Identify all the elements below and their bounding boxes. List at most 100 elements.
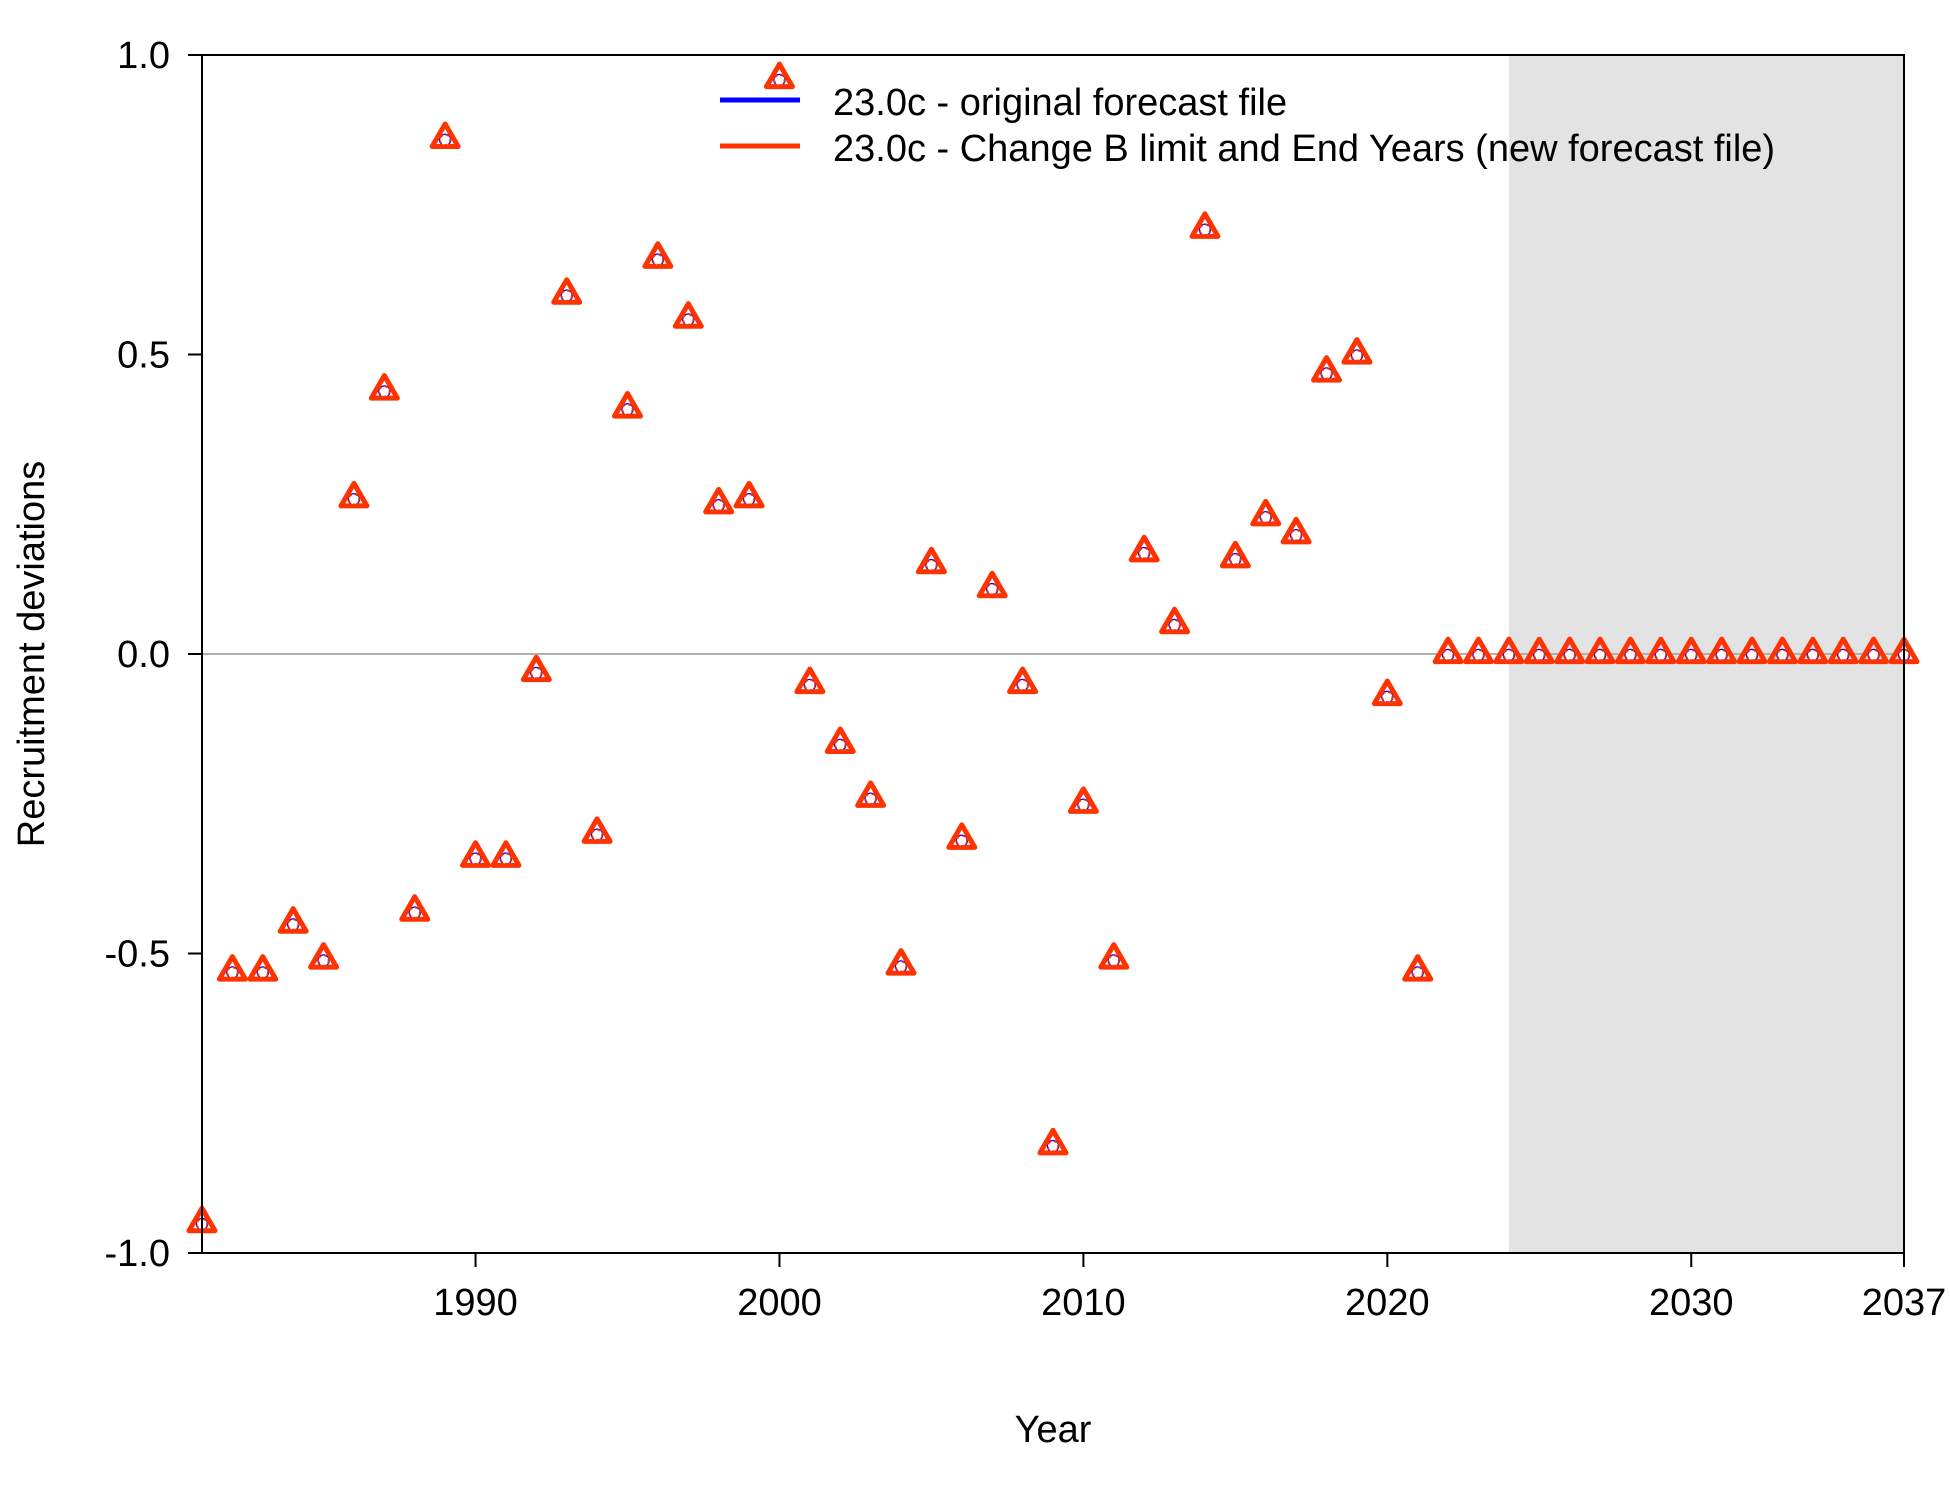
data-point-marker — [1766, 636, 1798, 665]
data-point-dot — [1655, 649, 1667, 661]
data-point-dot — [1685, 649, 1697, 661]
data-point-dot — [1047, 1140, 1059, 1152]
data-point-dot — [1594, 649, 1606, 661]
data-points — [186, 61, 1920, 1234]
data-point-dot — [1077, 799, 1090, 811]
data-point-marker — [1250, 498, 1282, 527]
data-point-dot — [773, 74, 786, 86]
data-point-dot — [226, 966, 239, 979]
data-point-marker — [915, 546, 947, 575]
data-point-marker — [612, 391, 643, 419]
data-point-dot — [1351, 349, 1363, 362]
data-point-dot — [287, 918, 299, 931]
data-point-marker — [1037, 1127, 1069, 1156]
data-point-dot — [1563, 649, 1576, 661]
x-tick-label: 1990 — [433, 1282, 518, 1324]
data-point-marker — [855, 780, 887, 808]
data-point-dot — [348, 493, 360, 506]
data-point-marker — [1067, 786, 1099, 814]
data-point-dot — [956, 834, 968, 847]
data-point-dot — [530, 667, 543, 679]
data-point-dot — [1138, 547, 1150, 559]
data-point-dot — [1168, 619, 1181, 631]
data-point-dot — [1229, 553, 1242, 565]
data-point-dot — [834, 739, 846, 751]
data-point-marker — [1189, 211, 1221, 239]
data-point-marker — [581, 816, 613, 844]
data-point-marker — [1007, 666, 1039, 695]
data-point-marker — [1584, 636, 1616, 665]
legend-label-original: 23.0c - original forecast file — [833, 82, 1287, 124]
x-tick-label: 2000 — [737, 1282, 822, 1324]
data-point-dot — [1624, 649, 1637, 661]
data-point-marker — [824, 726, 856, 755]
data-point-dot — [712, 499, 725, 511]
data-point-marker — [1432, 636, 1464, 665]
data-point-dot — [1411, 966, 1424, 979]
data-point-marker — [1219, 540, 1251, 569]
data-point-marker — [308, 942, 340, 970]
data-point-dot — [621, 403, 634, 416]
data-point-marker — [399, 894, 431, 922]
data-point-dot — [1503, 649, 1515, 661]
data-point-marker — [763, 61, 795, 90]
data-point-marker — [551, 277, 583, 305]
legend: 23.0c - original forecast file 23.0c - C… — [720, 82, 1775, 170]
data-point-dot — [591, 828, 603, 841]
data-point-dot — [652, 253, 664, 266]
data-point-dot — [1016, 679, 1029, 691]
data-point-dot — [469, 852, 482, 865]
data-point-marker — [703, 486, 735, 515]
x-tick-label: 2037 — [1862, 1282, 1947, 1324]
data-point-marker — [1554, 636, 1586, 665]
data-point-dot — [682, 313, 695, 326]
data-point-marker — [1128, 534, 1160, 563]
y-tick-label: -0.5 — [105, 934, 170, 976]
y-tick-label: 1.0 — [117, 35, 170, 77]
data-point-dot — [317, 954, 330, 967]
x-tick-label: 2030 — [1649, 1282, 1734, 1324]
data-point-dot — [925, 559, 938, 571]
y-axis: -1.0 -0.5 0.0 0.5 1.0 — [105, 35, 202, 1275]
data-point-marker — [338, 480, 370, 509]
data-point-dot — [1199, 223, 1211, 236]
data-point-dot — [1108, 954, 1120, 967]
x-tick-label: 2020 — [1345, 1282, 1430, 1324]
data-point-dot — [409, 906, 421, 919]
data-point-marker — [1706, 636, 1738, 665]
data-point-dot — [804, 679, 816, 691]
data-point-marker — [1311, 355, 1343, 383]
data-point-marker — [247, 954, 279, 982]
data-point-marker — [490, 840, 522, 868]
data-point-dot — [1776, 649, 1789, 661]
data-point-marker — [1493, 636, 1525, 665]
data-point-marker — [1827, 636, 1859, 665]
data-point-marker — [1675, 636, 1707, 665]
data-point-dot — [1290, 529, 1302, 541]
data-point-marker — [368, 373, 400, 401]
data-point-marker — [520, 654, 552, 683]
data-point-marker — [1614, 636, 1646, 665]
data-point-dot — [1533, 649, 1546, 661]
x-axis-title: Year — [1015, 1409, 1092, 1451]
data-point-marker — [672, 301, 704, 329]
data-point-dot — [1442, 649, 1454, 661]
data-point-dot — [1867, 649, 1880, 661]
data-point-dot — [257, 966, 269, 979]
data-point-dot — [743, 493, 755, 506]
data-point-marker — [976, 570, 1008, 599]
y-tick-label: 0.0 — [117, 634, 170, 676]
data-point-dot — [864, 793, 877, 805]
data-point-marker — [1463, 636, 1494, 665]
data-point-marker — [794, 666, 826, 695]
data-point-marker — [1523, 636, 1555, 665]
data-point-marker — [1858, 636, 1890, 665]
data-point-marker — [429, 121, 461, 150]
data-point-dot — [1715, 649, 1728, 661]
data-point-marker — [1736, 636, 1768, 665]
y-tick-label: -1.0 — [105, 1233, 170, 1275]
data-point-marker — [885, 948, 917, 976]
data-point-marker — [1280, 516, 1312, 545]
data-point-dot — [1381, 691, 1394, 703]
legend-label-new: 23.0c - Change B limit and End Years (ne… — [833, 128, 1775, 170]
